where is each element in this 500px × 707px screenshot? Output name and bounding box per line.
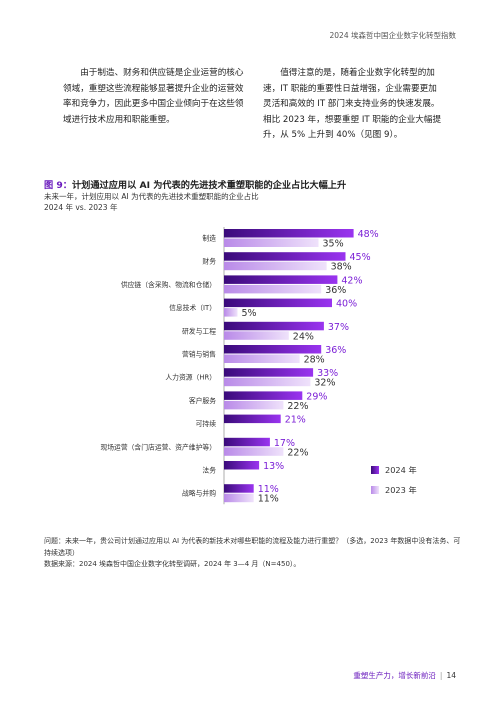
- bar-2024: [224, 345, 322, 354]
- category-label: 现场运营（含门店运营、资产维护等）: [100, 442, 216, 451]
- chart-plot-area: 制造 48%35%财务 45%38%供应链（含采购、物流和仓储） 42%36%信息技术…: [100, 227, 379, 505]
- legend-swatch-2024: [371, 466, 379, 474]
- legend-label-2024: 2024 年: [385, 465, 417, 475]
- category-label: 营销与销售: [182, 350, 216, 359]
- data-label-2023: 28%: [304, 355, 325, 366]
- figure-subtitle-line2: 2024 年 vs. 2023 年: [44, 202, 118, 212]
- body-left-column: 由于制造、财务和供应链是企业运营的核心领域，重塑这些流程能够显著提升企业的运营效…: [63, 66, 245, 128]
- category-label: 制造: [202, 234, 216, 243]
- data-label-2024: 29%: [306, 391, 327, 402]
- figure-title-text: 计划通过应用以 AI 为代表的先进技术重塑职能的企业占比大幅上升: [71, 180, 347, 191]
- data-label-2023: 38%: [331, 262, 352, 273]
- data-label-2024: 37%: [328, 322, 349, 333]
- legend-item-2024: 2024 年: [371, 464, 417, 476]
- data-label-2023: 36%: [325, 285, 346, 296]
- category-label: 法务: [202, 466, 216, 475]
- legend-swatch-2023: [371, 486, 379, 494]
- data-label-2023: 22%: [287, 401, 308, 412]
- page-footer: 重塑生产力，增长新前沿 | 14: [353, 670, 456, 681]
- bar-2024: [224, 298, 332, 308]
- category-label: 信息技术（IT）: [169, 303, 216, 312]
- data-label-2024: 42%: [341, 275, 362, 286]
- body-right-column: 值得注意的是，随着企业数字化转型的加速，IT 职能的重要性日益增强，企业需要更加…: [263, 66, 445, 144]
- data-label-2024: 11%: [258, 484, 279, 495]
- data-label-2024: 17%: [274, 438, 295, 449]
- figure-number: 图 9：: [44, 180, 72, 191]
- page-header: 2024 埃森哲中国企业数字化转型指数: [329, 31, 456, 40]
- bar-2023: [224, 400, 284, 410]
- bar-2023: [224, 447, 284, 456]
- data-label-2023: 24%: [293, 331, 314, 342]
- bar-2023: [224, 377, 311, 387]
- figure-title: 图 9：计划通过应用以 AI 为代表的先进技术重塑职能的企业占比大幅上升: [44, 177, 346, 191]
- data-label-2024: 40%: [336, 299, 357, 310]
- left-paragraph: 由于制造、财务和供应链是企业运营的核心领域，重塑这些流程能够显著提升企业的运营效…: [63, 68, 244, 125]
- data-label-2023: 22%: [287, 447, 308, 458]
- category-label: 财务: [202, 257, 216, 266]
- footnote: 问题：未来一年，贵公司计划通过应用以 AI 为代表的新技术对哪些职能的流程及能力…: [44, 536, 464, 571]
- footer-tagline: 重塑生产力，增长新前沿: [353, 671, 436, 680]
- footnote-source: 数据来源：2024 埃森哲中国企业数字化转型调研，2024 年 3—4 月（N=…: [44, 560, 301, 568]
- legend-item-2023: 2023 年: [371, 484, 417, 496]
- bar-2024: [224, 437, 270, 447]
- bar-2024: [224, 391, 303, 400]
- data-label-2024: 45%: [350, 252, 371, 263]
- bar-2024: [224, 368, 314, 377]
- figure-subtitle: 未来一年，计划应用以 AI 为代表的先进技术重塑职能的企业占比 2024 年 v…: [44, 192, 259, 213]
- data-label-2024: 36%: [325, 345, 346, 356]
- category-label: 人力资源（HR）: [165, 373, 216, 382]
- bar-2024: [224, 414, 281, 424]
- page-number: 14: [446, 671, 456, 680]
- footnote-question: 问题：未来一年，贵公司计划通过应用以 AI 为代表的新技术对哪些职能的流程及能力…: [44, 537, 461, 557]
- data-label-2023: 5%: [242, 308, 257, 319]
- bar-2024: [224, 229, 354, 238]
- bar-2023: [224, 308, 238, 317]
- bar-2024: [224, 484, 254, 493]
- category-label: 客户服务: [189, 396, 216, 405]
- legend-label-2023: 2023 年: [385, 485, 417, 495]
- bar-2023: [224, 354, 300, 363]
- bar-2023: [224, 331, 289, 340]
- bar-2024: [224, 252, 346, 261]
- right-paragraph: 值得注意的是，随着企业数字化转型的加速，IT 职能的重要性日益增强，企业需要更加…: [263, 68, 442, 141]
- data-label-2024: 21%: [285, 415, 306, 426]
- data-label-2024: 48%: [358, 229, 379, 240]
- data-label-2023: 35%: [323, 239, 344, 250]
- bar-2024: [224, 461, 260, 470]
- footer-separator: |: [439, 671, 443, 680]
- bar-2023: [224, 493, 254, 503]
- data-label-2023: 11%: [258, 494, 279, 505]
- data-label-2023: 32%: [314, 378, 335, 389]
- category-label: 战略与并购: [182, 489, 216, 498]
- data-label-2024: 33%: [317, 368, 338, 379]
- category-label: 研发与工程: [182, 326, 216, 335]
- bar-2024: [224, 275, 338, 284]
- category-label: 可持续: [196, 419, 217, 428]
- bar-2024: [224, 321, 324, 331]
- bar-2023: [224, 261, 327, 271]
- data-label-2024: 13%: [263, 461, 284, 472]
- figure-subtitle-line1: 未来一年，计划应用以 AI 为代表的先进技术重塑职能的企业占比: [44, 192, 259, 201]
- category-label: 供应链（含采购、物流和仓储）: [121, 280, 216, 289]
- bar-chart: 制造 48%35%财务 45%38%供应链（含采购、物流和仓储） 42%36%信息技术…: [100, 227, 379, 505]
- bar-2023: [224, 284, 322, 294]
- bar-2023: [224, 238, 319, 247]
